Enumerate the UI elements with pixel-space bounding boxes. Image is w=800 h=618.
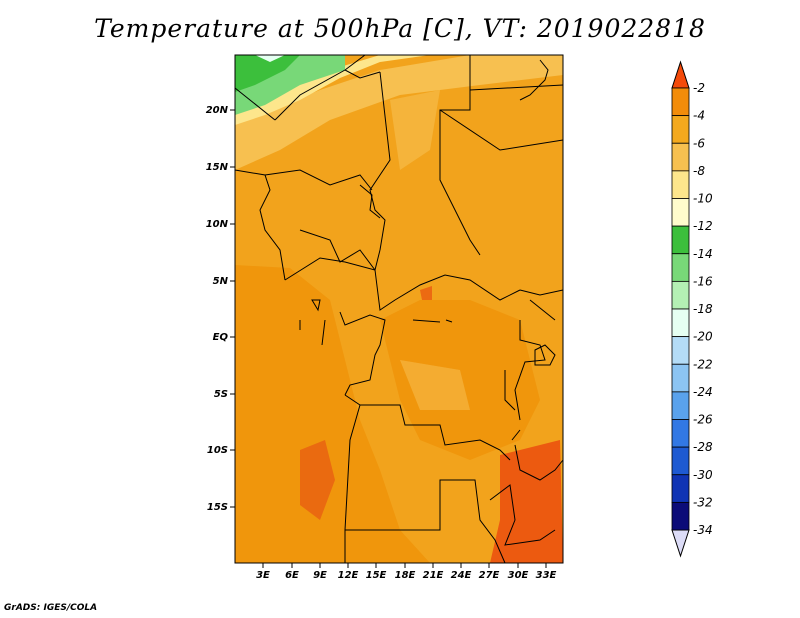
field-pale-cyan	[255, 55, 285, 62]
lon-label: 30E	[508, 570, 529, 581]
lon-label: 3E	[256, 570, 270, 581]
colorbar-label: -32	[693, 495, 713, 509]
colorbar-label: -26	[693, 413, 713, 427]
colorbar-swatch	[671, 363, 690, 393]
colorbar-top-arrow	[671, 60, 690, 89]
field-dark-orange-3	[420, 286, 432, 300]
colorbar-label: -6	[693, 136, 705, 150]
field-dark-orange-2	[490, 440, 563, 563]
colorbar-swatch	[671, 474, 690, 503]
lat-label: 15N	[206, 162, 229, 173]
country-borders	[234, 54, 564, 564]
lon-label: 6E	[285, 570, 299, 581]
colorbar-swatch	[671, 391, 690, 420]
colorbar-label: -30	[693, 468, 713, 482]
longitude-axis: 3E 6E 9E 12E 15E 18E 21E 24E 27E 30E 33E	[256, 563, 557, 581]
lat-label: 10S	[207, 445, 228, 456]
colorbar-swatch	[671, 501, 690, 531]
lat-label: 5S	[214, 389, 228, 400]
colorbar-swatch	[671, 170, 690, 199]
colorbar: -2 -4 -6 -8 -10 -12 -14 -16 -18 -20 -22 -24 -26 -28 -3…	[671, 60, 713, 558]
colorbar-label: -16	[693, 274, 713, 288]
colorbar-label: -10	[693, 192, 713, 206]
grads-credit: GrADS: IGES/COLA	[4, 603, 98, 613]
field-dark-green	[235, 55, 300, 92]
colorbar-swatch	[671, 198, 690, 227]
colorbar-swatch	[671, 253, 690, 282]
field-pale-yellow	[235, 55, 430, 125]
lon-label: 21E	[423, 570, 444, 581]
colorbar-swatch	[671, 225, 690, 255]
map-title: Temperature at 500hPa [C], VT: 201902281…	[94, 14, 706, 43]
colorbar-label: -8	[693, 164, 705, 178]
lat-label: 15S	[207, 502, 228, 513]
lat-label: EQ	[213, 332, 229, 343]
lon-label: 24E	[451, 570, 472, 581]
colorbar-swatch	[671, 419, 690, 448]
colorbar-label: -22	[693, 357, 713, 371]
field-stripe-1	[390, 90, 440, 170]
lat-label: 5N	[213, 276, 229, 287]
colorbar-label: -12	[693, 219, 713, 233]
field-stripe-2	[400, 360, 470, 410]
colorbar-label: -14	[693, 247, 713, 261]
lon-label: 15E	[366, 570, 387, 581]
latitude-axis: 20N 15N 10N 5N EQ 5S 10S 15S	[206, 105, 235, 513]
lon-label: 18E	[395, 570, 416, 581]
lat-label: 20N	[206, 105, 229, 116]
colorbar-swatch	[671, 336, 690, 365]
colorbar-label: -18	[693, 302, 713, 316]
colorbar-swatch	[671, 87, 690, 117]
field-dark-orange-1	[300, 440, 335, 520]
map-frame	[234, 54, 564, 564]
field-orange-west	[235, 265, 430, 563]
colorbar-label: -28	[693, 440, 713, 454]
colorbar-swatch	[671, 446, 690, 476]
colorbar-label: -20	[693, 330, 713, 344]
colorbar-swatch	[671, 280, 690, 310]
lon-label: 12E	[338, 570, 359, 581]
map-panel	[234, 54, 564, 564]
colorbar-label: -2	[693, 81, 705, 95]
field-light-yellow	[235, 55, 563, 170]
colorbar-label: -24	[693, 385, 713, 399]
lon-label: 33E	[536, 570, 557, 581]
colorbar-swatch	[671, 308, 690, 338]
colorbar-label: -4	[693, 109, 705, 123]
colorbar-swatch	[671, 115, 690, 144]
colorbar-label: -34	[693, 523, 713, 537]
colorbar-bottom-arrow	[671, 529, 690, 558]
colorbar-swatch	[671, 142, 690, 172]
lon-label: 27E	[479, 570, 500, 581]
lon-label: 9E	[313, 570, 327, 581]
lat-label: 10N	[206, 219, 229, 230]
